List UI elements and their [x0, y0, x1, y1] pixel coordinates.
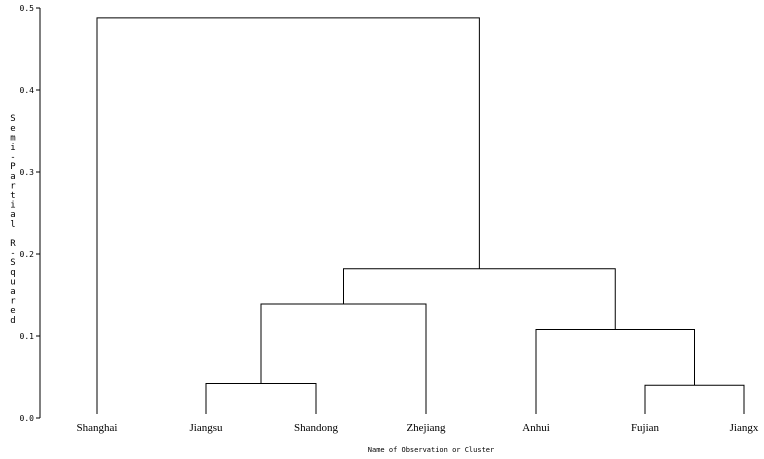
y-axis-title-char: S — [10, 258, 15, 268]
y-axis-title-char: q — [10, 268, 15, 278]
leaf-label: Zhejiang — [406, 422, 446, 434]
y-axis-title-char: a — [10, 210, 15, 220]
dendrogram-link — [644, 384, 745, 414]
y-axis-title-char: a — [10, 287, 15, 297]
y-axis-title-char: e — [10, 124, 15, 134]
y-axis-title-char: u — [10, 277, 15, 287]
y-tick-label: 0.2 — [20, 250, 35, 259]
dendrogram-link — [96, 17, 480, 414]
y-axis-title-char: t — [10, 191, 15, 201]
leaf-label: Jiangx — [730, 422, 759, 434]
y-axis-title-char: i — [10, 143, 15, 153]
y-tick-label: 0.3 — [20, 168, 35, 177]
y-axis-title-char: e — [10, 306, 15, 316]
y-axis-title-char: d — [10, 316, 15, 326]
y-axis: 0.0 0.1 0.2 0.3 0.4 0.5 — [20, 4, 41, 423]
dendrogram-link — [205, 383, 317, 414]
leaf-label: Fujian — [631, 422, 660, 434]
dendrogram-link — [260, 303, 427, 414]
y-axis-title-char: S — [10, 114, 15, 124]
leaf-label: Anhui — [522, 422, 550, 434]
y-axis-title-char: a — [10, 172, 15, 182]
y-axis-title-char: m — [10, 133, 15, 143]
y-axis-title-char: - — [10, 249, 15, 259]
dendrogram-link — [343, 268, 616, 330]
leaf-label: Shandong — [294, 422, 339, 434]
y-tick-label: 0.4 — [20, 86, 35, 95]
y-axis-title-char: - — [10, 153, 15, 163]
leaf-labels: Shanghai Jiangsu Shandong Zhejiang Anhui Fuji… — [77, 422, 759, 434]
y-axis-title-char: r — [10, 181, 16, 191]
y-axis-title-char: r — [10, 297, 16, 307]
leaf-label: Shanghai — [77, 422, 118, 434]
y-tick-label: 0.0 — [20, 414, 35, 423]
y-tick-label: 0.1 — [20, 332, 35, 341]
dendrogram-links — [96, 17, 745, 414]
x-axis-title: Name of Observation or Cluster — [368, 446, 494, 454]
y-tick-label: 0.5 — [20, 4, 35, 13]
dendrogram-link — [535, 328, 695, 414]
y-axis-title-char: i — [10, 201, 15, 211]
y-axis-title-char: R — [10, 239, 16, 249]
y-axis-title-char: l — [10, 220, 15, 230]
y-axis-title-char: P — [10, 162, 16, 172]
leaf-label: Jiangsu — [190, 422, 224, 434]
